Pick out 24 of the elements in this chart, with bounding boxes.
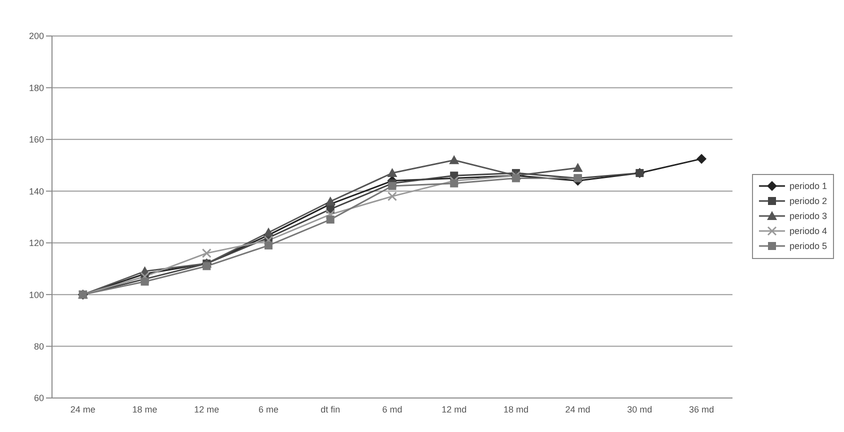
- legend-label: periodo 4: [789, 226, 827, 236]
- y-tick-label: 140: [28, 186, 44, 196]
- y-tick-label: 60: [34, 393, 44, 404]
- x-tick-label: 18 md: [503, 404, 528, 414]
- legend-label: periodo 1: [789, 181, 827, 191]
- legend-label: periodo 2: [789, 196, 827, 206]
- x-tick-label: 30 md: [627, 404, 652, 414]
- legend-label: periodo 5: [789, 241, 827, 251]
- x-tick-label: 6 me: [258, 404, 279, 414]
- y-tick-label: 200: [28, 31, 44, 42]
- x-tick-label: 12 me: [194, 404, 220, 414]
- y-tick-label: 80: [34, 341, 44, 352]
- x-tick-label: 24 me: [70, 404, 96, 414]
- y-tick-label: 100: [28, 290, 44, 300]
- x-tick-label: 24 md: [565, 404, 590, 414]
- x-tick-label: dt fin: [320, 404, 340, 414]
- y-tick-label: 180: [28, 82, 44, 93]
- x-tick-label: 18 me: [132, 404, 158, 414]
- y-tick-label: 120: [28, 238, 44, 248]
- y-tick-label: 160: [28, 134, 44, 145]
- legend-label: periodo 3: [789, 211, 827, 221]
- x-tick-label: 12 md: [442, 404, 467, 414]
- x-tick-label: 6 md: [382, 404, 402, 414]
- x-tick-label: 36 md: [689, 404, 714, 414]
